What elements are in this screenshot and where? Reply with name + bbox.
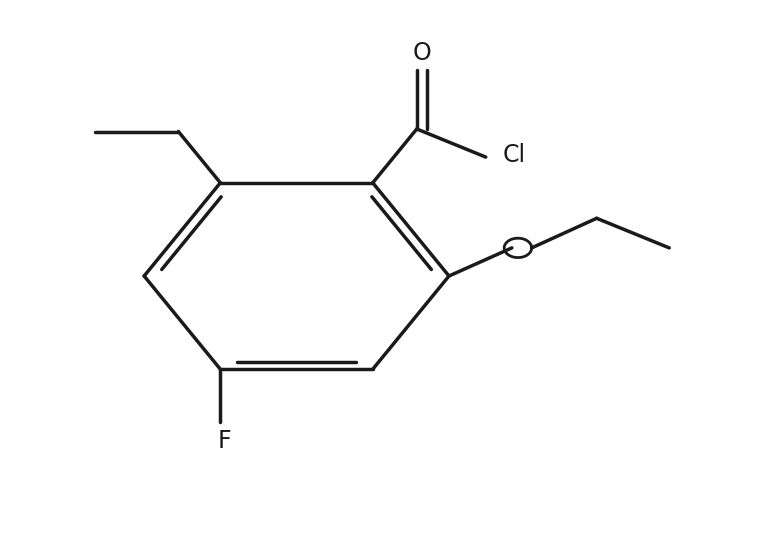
Text: Cl: Cl (503, 143, 525, 167)
Text: F: F (217, 429, 231, 453)
Text: O: O (413, 40, 431, 65)
